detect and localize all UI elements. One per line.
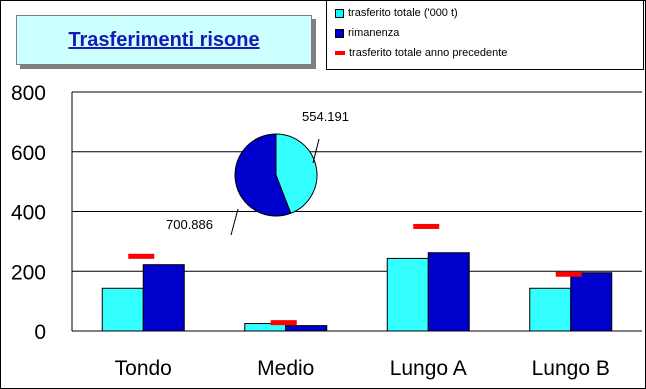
chart-title-box: Trasferimenti risone [16, 15, 312, 65]
pie-slice-transferred [275, 133, 318, 214]
x-tick-label: Tondo [115, 357, 172, 380]
pie-label: 700.886 [166, 217, 213, 232]
legend: trasferito totale ('000 t) rimanenza tra… [326, 0, 644, 70]
y-tick-label: 400 [11, 202, 46, 225]
y-tick-label: 0 [34, 321, 46, 344]
pie-leader-line [230, 208, 239, 236]
pie-leader-line [312, 138, 320, 164]
bar-remaining [285, 325, 328, 332]
legend-label: rimanenza [348, 27, 400, 39]
bar-transferred [386, 257, 429, 332]
y-tick-label: 200 [11, 261, 46, 284]
pie-label: 554.191 [302, 109, 349, 124]
x-tick-label: Medio [257, 357, 314, 380]
previous-year-marker [555, 271, 582, 277]
legend-swatch-red-dash [335, 51, 345, 55]
y-tick-label: 600 [11, 142, 46, 165]
legend-label: trasferito totale anno precedente [349, 47, 508, 59]
bar-transferred [101, 287, 144, 332]
pie-slice-remaining [234, 133, 292, 217]
previous-year-marker [270, 320, 297, 326]
legend-swatch-cyan [335, 8, 344, 18]
previous-year-marker [128, 253, 155, 259]
legend-item-remaining: rimanenza [335, 25, 399, 41]
bar-remaining [427, 252, 470, 332]
bar-remaining [570, 272, 613, 332]
legend-item-previous-year: trasferito totale anno precedente [335, 45, 507, 61]
x-tick-label: Lungo A [390, 357, 467, 380]
previous-year-marker [413, 223, 440, 229]
y-tick-label: 800 [11, 82, 46, 105]
bar-transferred [529, 287, 572, 332]
bar-remaining [142, 264, 185, 332]
chart-title: Trasferimenti risone [68, 28, 260, 51]
legend-item-transferred: trasferito totale ('000 t) [335, 5, 458, 21]
legend-swatch-blue [335, 28, 344, 38]
legend-label: trasferito totale ('000 t) [348, 7, 458, 19]
x-tick-label: Lungo B [532, 357, 610, 380]
